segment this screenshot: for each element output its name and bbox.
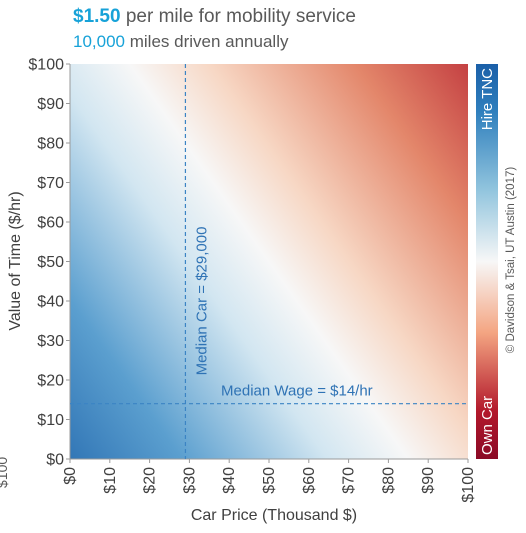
heatmap-area [70,64,468,459]
x-tick-label: $70 [341,467,358,494]
colorbar-low-label: Own Car [479,396,496,455]
price-highlight: $1.50 [73,6,121,27]
y-axis-label: Value of Time ($/hr) [7,191,24,330]
colorbar-high-label: Hire TNC [479,68,496,130]
subtitle-text: miles driven annually [125,32,289,51]
y-tick-label: $30 [37,333,64,350]
y-tick-label: $100 [28,57,64,74]
x-tick-label: $20 [142,467,159,494]
title-text: per mile for mobility service [120,6,356,27]
y-tick-label: $0 [46,452,64,469]
y-tick-label: $40 [37,294,64,311]
x-tick-label: $100 [460,467,477,503]
miles-highlight: 10,000 [73,32,125,51]
x-tick-label: $50 [261,467,278,494]
y-tick-label: $80 [37,136,64,153]
x-tick-label: $90 [420,467,437,494]
x-tick-label: $80 [380,467,397,494]
credit-text: © Davidson & Tsai, UT Austin (2017) [505,166,517,354]
x-axis-label: Car Price (Thousand $) [191,507,357,524]
x-tick-label: $30 [181,467,198,494]
x-tick-label: $0 [62,467,79,485]
y-tick-label: $90 [37,96,64,113]
x-tick-label: $10 [102,467,119,494]
chart-title: $1.50 per mile for mobility service [73,6,356,28]
y-tick-label: $20 [37,373,64,390]
y-tick-label: $10 [37,412,64,429]
x-tick-label: $60 [301,467,318,494]
x-tick-label: $40 [221,467,238,494]
chart-subtitle: 10,000 miles driven annually [73,32,288,52]
median-wage-label: Median Wage = $14/hr [221,383,373,400]
clipped-tick-label: $100 [0,456,10,488]
y-tick-label: $50 [37,254,64,271]
median-car-label: Median Car = $29,000 [193,227,210,376]
y-tick-label: $60 [37,215,64,232]
colorbar [476,64,498,459]
y-tick-label: $70 [37,175,64,192]
